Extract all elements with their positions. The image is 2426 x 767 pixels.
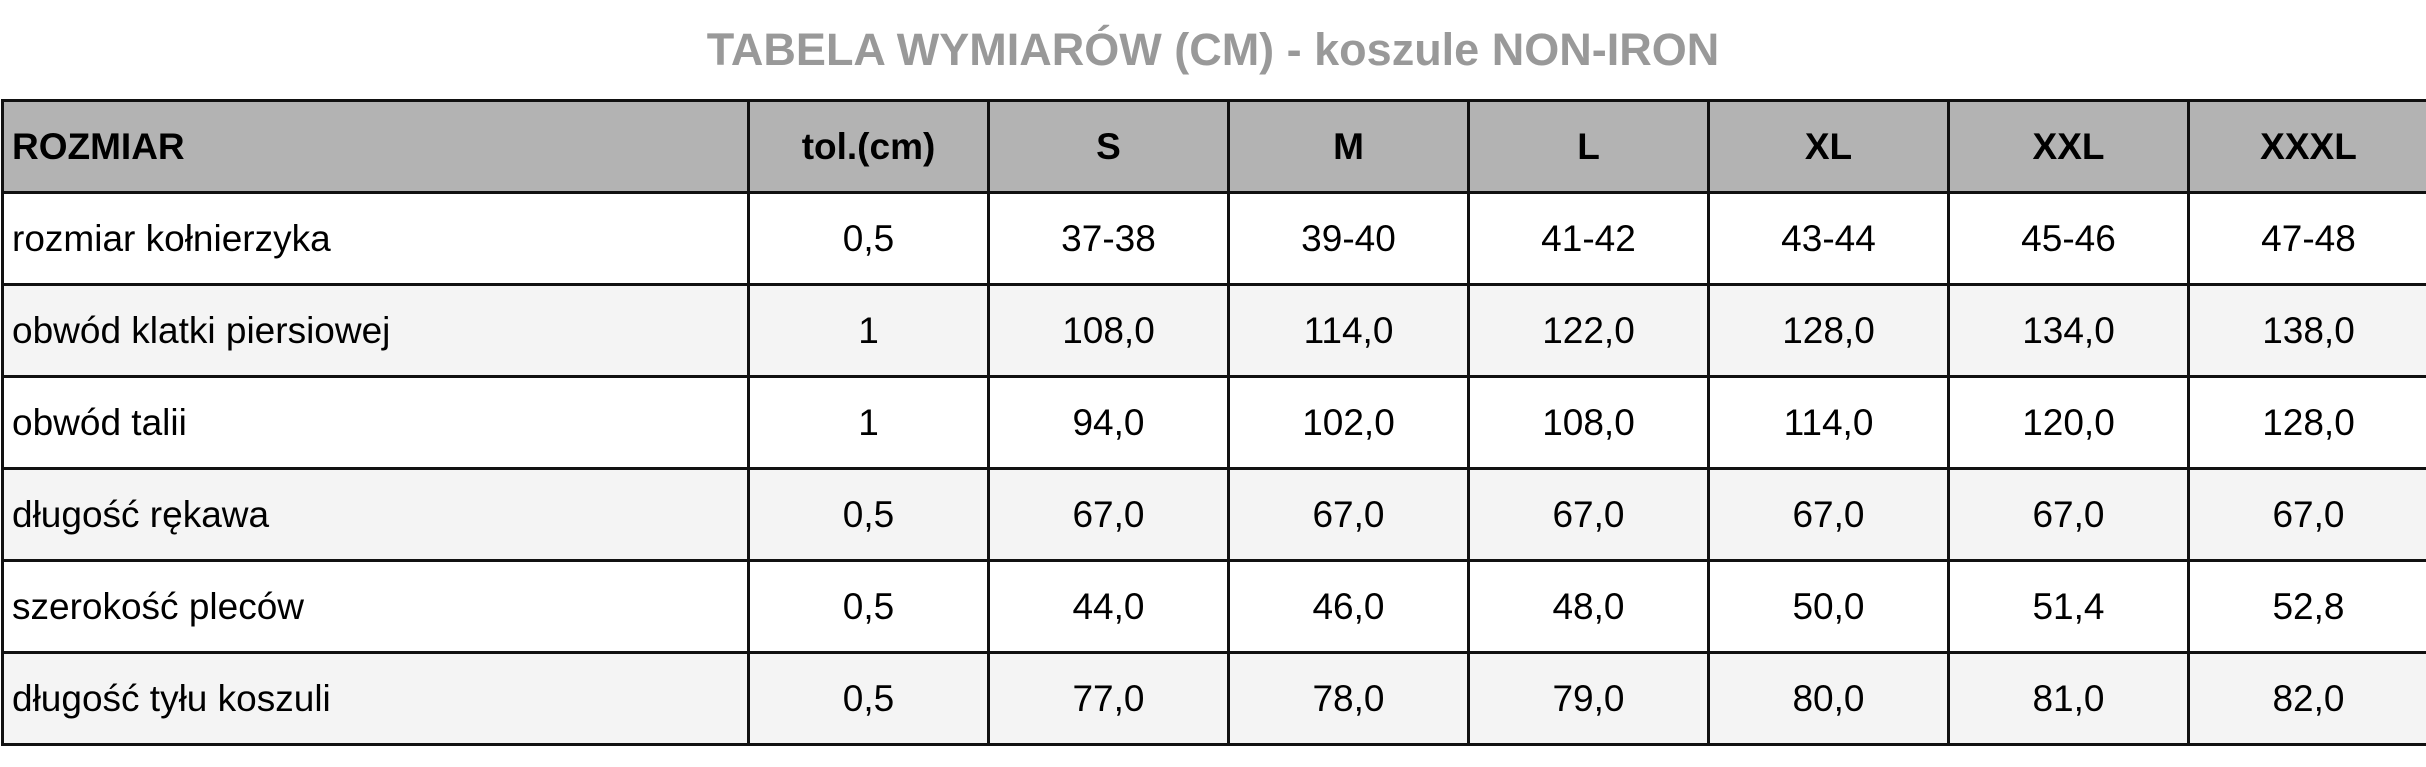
- cell: 77,0: [987, 651, 1230, 746]
- table-row: szerokość pleców 0,5 44,0 46,0 48,0 50,0 51,4 5…: [1, 559, 2426, 654]
- cell: 0,5: [747, 559, 990, 654]
- cell: 67,0: [2187, 467, 2426, 562]
- cell: 67,0: [1467, 467, 1710, 562]
- cell: 48,0: [1467, 559, 1710, 654]
- cell: 79,0: [1467, 651, 1710, 746]
- column-header: tol.(cm): [747, 99, 990, 194]
- column-header: S: [987, 99, 1230, 194]
- row-label: długość rękawa: [1, 467, 750, 562]
- title: TABELA WYMIARÓW (CM) - koszule NON-IRON: [706, 24, 1720, 75]
- row-label: szerokość pleców: [1, 559, 750, 654]
- table-row: obwód talii 1 94,0 102,0 108,0 114,0 120,0 128,…: [1, 375, 2426, 470]
- cell: 47-48: [2187, 191, 2426, 286]
- cell: 80,0: [1707, 651, 1950, 746]
- cell: 67,0: [987, 467, 1230, 562]
- cell: 67,0: [1707, 467, 1950, 562]
- cell: 1: [747, 375, 990, 470]
- row-label: rozmiar kołnierzyka: [1, 191, 750, 286]
- cell: 44,0: [987, 559, 1230, 654]
- cell: 43-44: [1707, 191, 1950, 286]
- table-row: obwód klatki piersiowej 1 108,0 114,0 122,0 1…: [1, 283, 2426, 378]
- cell: 0,5: [747, 651, 990, 746]
- table-row: długość rękawa 0,5 67,0 67,0 67,0 67,0 67,0 67,…: [1, 467, 2426, 562]
- row-label: obwód klatki piersiowej: [1, 283, 750, 378]
- cell: 108,0: [987, 283, 1230, 378]
- cell: 138,0: [2187, 283, 2426, 378]
- row-label: długość tyłu koszuli: [1, 651, 750, 746]
- cell: 94,0: [987, 375, 1230, 470]
- table-row: długość tyłu koszuli 0,5 77,0 78,0 79,0 80,0 8…: [1, 651, 2426, 746]
- column-header: M: [1227, 99, 1470, 194]
- header-row: ROZMIAR tol.(cm) S M L XL XXL XXXL: [1, 99, 2426, 194]
- column-header: ROZMIAR: [1, 99, 750, 194]
- cell: 120,0: [1947, 375, 2190, 470]
- cell: 39-40: [1227, 191, 1470, 286]
- column-header: XXL: [1947, 99, 2190, 194]
- cell: 0,5: [747, 467, 990, 562]
- cell: 78,0: [1227, 651, 1470, 746]
- cell: 122,0: [1467, 283, 1710, 378]
- cell: 46,0: [1227, 559, 1470, 654]
- cell: 128,0: [1707, 283, 1950, 378]
- cell: 0,5: [747, 191, 990, 286]
- cell: 50,0: [1707, 559, 1950, 654]
- column-header: XL: [1707, 99, 1950, 194]
- row-label: obwód talii: [1, 375, 750, 470]
- cell: 1: [747, 283, 990, 378]
- table-row: rozmiar kołnierzyka 0,5 37-38 39-40 41-42 43-…: [1, 191, 2426, 286]
- cell: 52,8: [2187, 559, 2426, 654]
- cell: 134,0: [1947, 283, 2190, 378]
- cell: 67,0: [1227, 467, 1470, 562]
- cell: 82,0: [2187, 651, 2426, 746]
- column-header: XXXL: [2187, 99, 2426, 194]
- cell: 67,0: [1947, 467, 2190, 562]
- cell: 37-38: [987, 191, 1230, 286]
- column-header: L: [1467, 99, 1710, 194]
- cell: 41-42: [1467, 191, 1710, 286]
- cell: 45-46: [1947, 191, 2190, 286]
- size-table: ROZMIAR tol.(cm) S M L XL XXL XXXL rozmiar kołni…: [1, 99, 2426, 746]
- cell: 81,0: [1947, 651, 2190, 746]
- cell: 128,0: [2187, 375, 2426, 470]
- cell: 51,4: [1947, 559, 2190, 654]
- cell: 114,0: [1227, 283, 1470, 378]
- cell: 108,0: [1467, 375, 1710, 470]
- cell: 102,0: [1227, 375, 1470, 470]
- cell: 114,0: [1707, 375, 1950, 470]
